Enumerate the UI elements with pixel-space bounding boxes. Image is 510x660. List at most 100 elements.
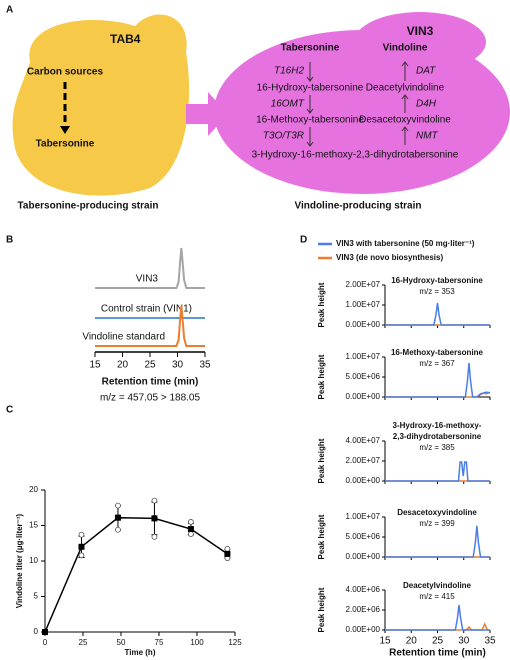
y-axis-label: Peak height [317, 514, 326, 559]
mean-marker [224, 550, 231, 557]
y-axis-label: Peak height [317, 282, 326, 327]
node-label: Carbon sources [27, 67, 104, 78]
x-tick-label: 30 [458, 636, 470, 647]
panel-label: B [6, 235, 13, 246]
mean-marker [78, 543, 85, 550]
enzyme: 16OMT [271, 99, 305, 110]
x-tick-label: 100 [190, 638, 204, 647]
trace-label: Control strain (VIN1) [101, 304, 192, 315]
mean-marker [42, 629, 48, 635]
mz-label: m/z = 353 [419, 287, 455, 296]
x-tick-label: 20 [117, 360, 129, 371]
panel-title: 2,3-dihydrotabersonine [393, 432, 482, 441]
x-axis-label: Time (h) [125, 648, 156, 657]
column-heading: Vindoline [383, 43, 428, 54]
caption: Vindoline-producing strain [294, 201, 421, 212]
strain-name: TAB4 [110, 32, 141, 46]
replicate [188, 531, 194, 537]
mz-label: m/z = 399 [419, 519, 455, 528]
enzyme: DAT [416, 66, 436, 77]
metabolite: 16-Hydroxy-tabersonine [257, 83, 364, 94]
replicate [78, 531, 85, 538]
replicate [151, 533, 158, 540]
tab4-cell [12, 14, 190, 196]
mz-label: m/z = 385 [419, 443, 455, 452]
trace [385, 604, 490, 631]
vin3-bud [354, 12, 486, 72]
panel-title: Desacetoxyvindoline [397, 508, 477, 517]
panel-label: C [6, 405, 13, 416]
y-tick-label: 0.00E+00 [346, 552, 381, 561]
column-heading: Tabersonine [281, 43, 340, 54]
x-tick-label: 125 [228, 638, 242, 647]
metabolite: Desacetoxyvindoline [359, 115, 451, 126]
arrow-head [60, 126, 70, 134]
panel-title: 16-Methoxy-tabersonine [391, 348, 484, 357]
enzyme: T16H2 [274, 66, 304, 77]
x-axis-label: Retention time (min) [102, 377, 199, 388]
mz-label: m/z = 367 [419, 359, 455, 368]
y-tick-label: 0.00E+00 [346, 392, 381, 401]
trace-label: VIN3 [136, 274, 159, 285]
y-axis-label: Peak height [317, 438, 326, 483]
replicate [188, 519, 194, 525]
y-tick-label: 5.00E+06 [346, 372, 381, 381]
panel-label: D [300, 235, 307, 246]
y-tick-label: 1.00E+07 [346, 352, 381, 361]
y-tick-label: 2.00E+06 [346, 605, 381, 614]
trace [385, 302, 490, 326]
trace-label: Vindoline standard [82, 332, 165, 343]
note: m/z = 457.05 > 188.05 [100, 393, 201, 404]
y-tick-label: 5.00E+06 [346, 532, 381, 541]
y-tick-label: 1.00E+07 [346, 512, 381, 521]
trace [385, 461, 490, 482]
trace [385, 525, 490, 558]
strain-name: VIN3 [407, 24, 434, 38]
line [44, 516, 228, 633]
x-tick-label: 35 [199, 360, 211, 371]
mz-label: m/z = 415 [419, 592, 455, 601]
replicate [224, 546, 231, 552]
x-tick-label: 30 [172, 360, 184, 371]
mean-marker [187, 526, 194, 533]
trace [95, 247, 205, 289]
mean-marker [114, 514, 121, 521]
y-tick-label: 0.00E+00 [346, 476, 381, 485]
panel-title: 16-Hydroxy-tabersonine [391, 276, 483, 285]
metabolite: 16-Methoxy-tabersonine [256, 115, 364, 126]
y-tick-label: 0.00E+00 [346, 320, 381, 329]
node-label: Tabersonine [36, 139, 95, 150]
y-tick-label: 5 [34, 592, 39, 601]
x-tick-label: 15 [379, 636, 391, 647]
x-axis-label: Retention time (min) [389, 648, 486, 659]
enzyme: D4H [416, 99, 437, 110]
metabolite: 3-Hydroxy-16-methoxy-2,3-dihydrotaberson… [252, 150, 459, 161]
y-tick-label: 2.00E+07 [346, 456, 381, 465]
legend-label: VIN3 with tabersonine (50 mg·liter⁻¹) [336, 239, 475, 248]
replicate [115, 502, 121, 509]
y-tick-label: 15 [29, 521, 38, 530]
y-tick-label: 20 [29, 485, 38, 494]
y-tick-label: 2.00E+07 [346, 280, 381, 289]
replicate [115, 526, 121, 533]
enzyme: NMT [416, 131, 439, 142]
transfer-arrow [186, 92, 228, 136]
x-tick-label: 15 [89, 360, 101, 371]
mean-marker [151, 515, 158, 522]
metabolite: Deacetylvindoline [366, 83, 445, 94]
x-tick-label: 50 [117, 638, 126, 647]
x-tick-label: 75 [155, 638, 164, 647]
panel-label: A [6, 5, 13, 16]
y-axis-label: Peak height [317, 587, 326, 632]
x-tick-label: 0 [43, 638, 48, 647]
panel-title: Deacetylvindoline [403, 581, 472, 590]
trace [95, 305, 205, 347]
trace [385, 362, 491, 398]
y-tick-label: 4.00E+06 [346, 585, 381, 594]
x-tick-label: 25 [432, 636, 444, 647]
x-tick-label: 20 [406, 636, 418, 647]
pathway-arrows [306, 61, 409, 147]
y-tick-label: 1.00E+07 [346, 300, 381, 309]
